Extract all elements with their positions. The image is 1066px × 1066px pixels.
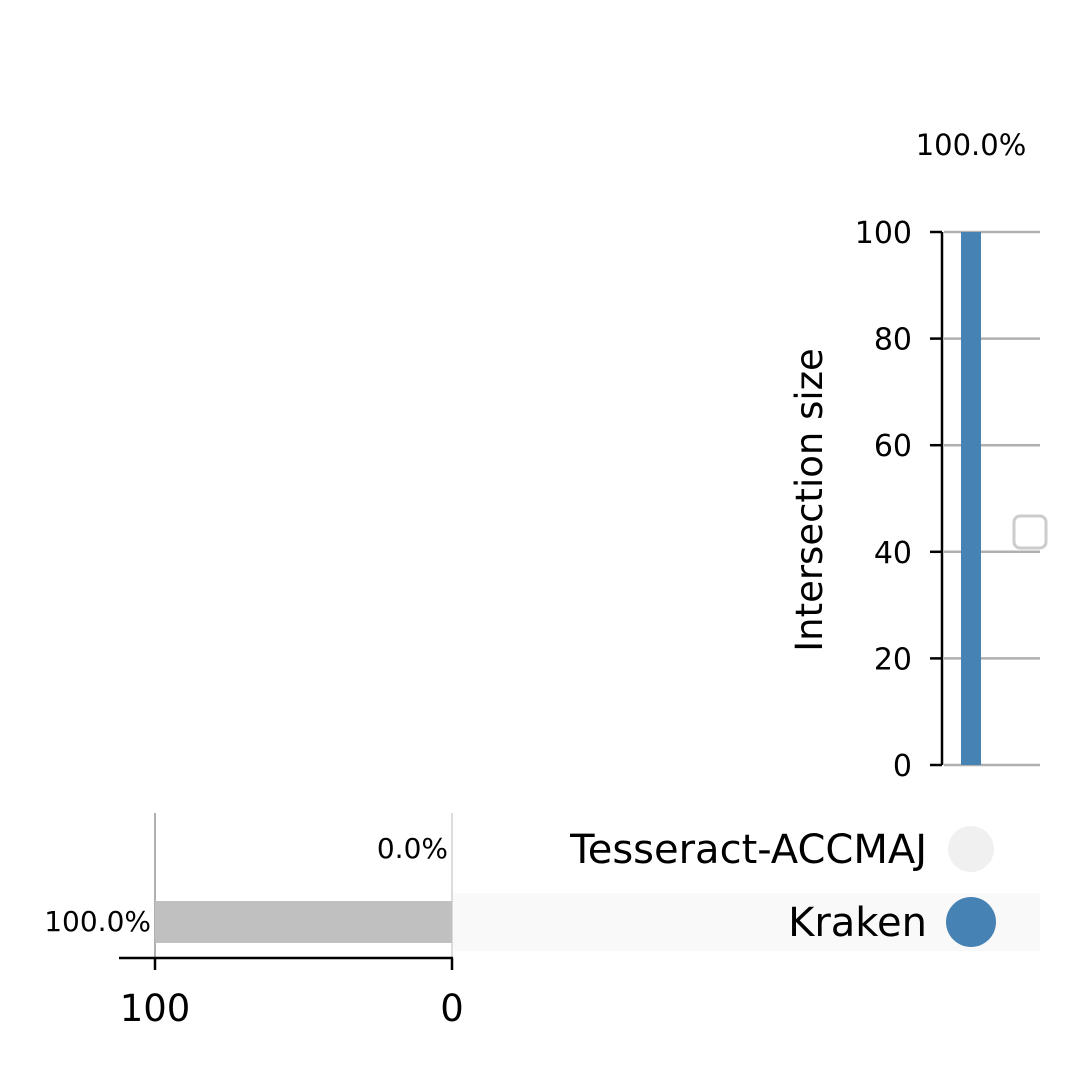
y-tick-label: 40 [874,536,912,571]
intersection-y-ticks: 0 20 40 60 80 100 [855,216,942,784]
matrix-dot-active [946,897,996,947]
y-tick-label: 60 [874,429,912,464]
legend-box [1012,514,1048,550]
matrix-panel: Tesseract-ACCMAJ Kraken [452,826,1040,951]
row-shade-kraken [452,893,1040,951]
set-size-bars: 0.0% 100.0% [44,832,452,943]
set-label: Tesseract-ACCMAJ [569,827,927,873]
intersection-panel: 0 20 40 60 80 100 Intersection size 100.0% [788,128,1048,784]
intersection-grid [944,230,1040,767]
set-size-bar-label: 0.0% [377,832,448,865]
y-tick-label: 100 [855,216,912,251]
x-tick-label: 100 [120,987,191,1030]
matrix-dot-inactive [948,826,994,872]
set-label: Kraken [788,900,927,946]
intersection-bar [961,232,981,765]
y-tick-label: 80 [874,323,912,358]
set-size-x-ticks: 100 0 [120,958,464,1030]
set-labels: Tesseract-ACCMAJ Kraken [569,827,927,946]
matrix-dots [946,826,996,947]
y-tick-label: 20 [874,642,912,677]
set-size-bar-label: 100.0% [44,905,151,938]
y-tick-label: 0 [893,749,912,784]
set-size-panel: 0.0% 100.0% 100 0 [44,813,464,1030]
intersection-bar-label: 100.0% [916,128,1027,162]
set-size-bar [155,901,452,943]
x-tick-label: 0 [440,987,464,1030]
intersection-y-label: Intersection size [788,348,831,652]
intersection-bars: 100.0% [916,128,1027,765]
